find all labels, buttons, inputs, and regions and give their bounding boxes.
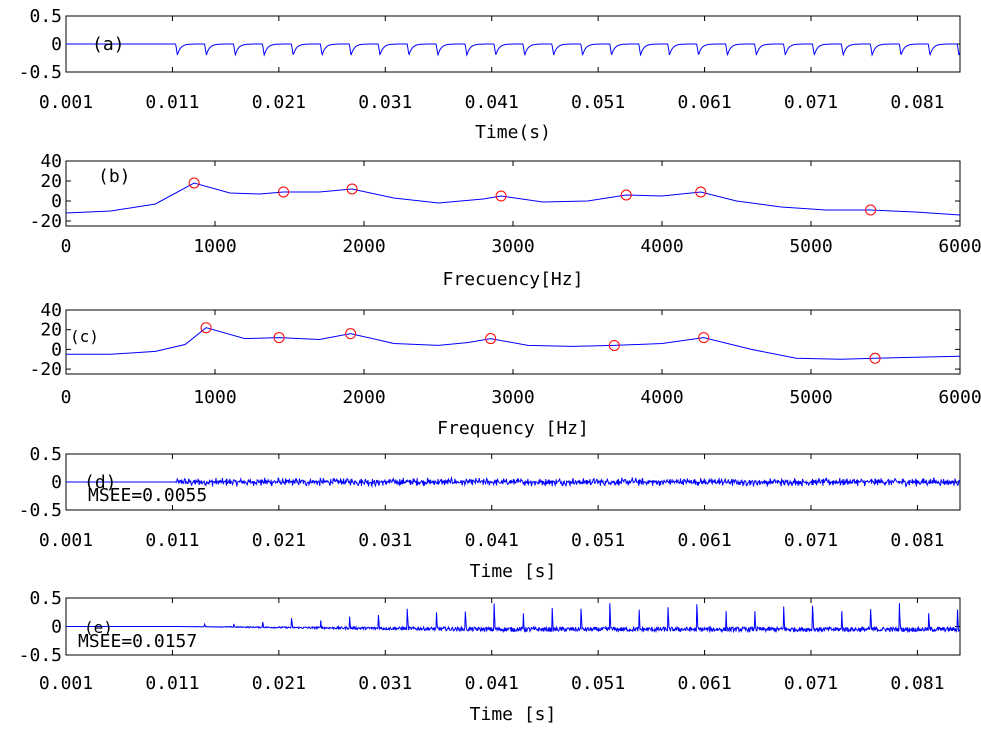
x-tick-label: 0.041 (465, 673, 519, 694)
x-tick-label: 0.081 (890, 673, 944, 694)
y-tick-label: -0.5 (19, 62, 62, 83)
x-tick-label: 0.021 (252, 673, 306, 694)
x-tick-label: 0.031 (358, 92, 412, 113)
x-tick-label: 6000 (938, 236, 981, 257)
x-tick-label: 5000 (789, 387, 832, 408)
y-tick-label: -0.5 (19, 645, 62, 666)
x-tick-label: 5000 (789, 236, 832, 257)
peak-marker (278, 186, 290, 198)
series-line (66, 603, 961, 634)
x-tick-label: 3000 (491, 236, 534, 257)
x-tick-label: 0.061 (677, 92, 731, 113)
x-tick-label: 4000 (640, 236, 683, 257)
x-tick-label: 3000 (491, 387, 534, 408)
y-tick-label: -20 (29, 211, 62, 232)
panel-a: 0.001 0.011 0.021 0.031 0.041 0.051 0.061 0.071… (19, 6, 961, 143)
mse-annotation: MSEE=0.0055 (88, 485, 207, 506)
x-tick-label: 0.071 (784, 673, 838, 694)
x-tick-label: 0.001 (39, 530, 93, 551)
peak-marker (273, 332, 285, 344)
x-tick-label: 0.001 (39, 92, 93, 113)
series-line (66, 327, 961, 360)
y-tick-label: 0.5 (29, 588, 62, 609)
x-tick-label: 0.041 (465, 530, 519, 551)
x-tick-label: 1000 (193, 236, 236, 257)
x-tick-label: 0.081 (890, 92, 944, 113)
x-tick-label: 0 (61, 236, 72, 257)
axes-frame (65, 309, 961, 375)
panel-c: 0 1000 2000 3000 4000 5000 6000-2002040Frequen… (29, 300, 981, 439)
x-tick-label: 0.081 (890, 530, 944, 551)
x-tick-label: 0.051 (571, 530, 625, 551)
peak-marker (485, 333, 497, 345)
x-axis-label: Time [s] (470, 561, 557, 582)
x-tick-label: 6000 (938, 387, 981, 408)
axes-frame (65, 160, 961, 227)
y-tick-label: 20 (40, 171, 62, 192)
x-tick-label: 0 (61, 387, 72, 408)
x-tick-label: 2000 (342, 236, 385, 257)
x-tick-label: 0.031 (358, 673, 412, 694)
y-tick-label: 0.5 (29, 6, 62, 27)
peak-marker (200, 322, 212, 334)
peak-marker (865, 204, 877, 216)
peak-marker (698, 332, 710, 344)
series-line (66, 43, 961, 57)
y-tick-label: -20 (29, 359, 62, 380)
peak-marker (695, 186, 707, 198)
x-tick-label: 0.051 (571, 673, 625, 694)
y-tick-label: 0.5 (29, 444, 62, 465)
y-tick-label: 0 (51, 339, 62, 360)
x-tick-label: 0.021 (252, 530, 306, 551)
peak-marker (188, 177, 200, 189)
peak-marker (345, 328, 357, 340)
x-tick-label: 4000 (640, 387, 683, 408)
y-tick-label: 0 (51, 617, 62, 638)
x-axis-label: Time(s) (475, 122, 551, 143)
y-tick-label: 20 (40, 320, 62, 341)
x-tick-label: 0.071 (784, 92, 838, 113)
x-tick-label: 0.011 (145, 92, 199, 113)
y-tick-label: 0 (51, 191, 62, 212)
peak-marker (869, 352, 881, 364)
x-tick-label: 1000 (193, 387, 236, 408)
panel-d: 0.001 0.011 0.021 0.031 0.041 0.051 0.061 0.071… (19, 444, 961, 582)
x-axis-label: Time [s] (470, 704, 557, 725)
panel-label: (c) (70, 327, 99, 346)
mse-annotation: MSEE=0.0157 (78, 631, 197, 652)
panel-label: (e) (84, 618, 113, 637)
x-tick-label: 0.011 (145, 530, 199, 551)
peak-marker (608, 339, 620, 351)
y-tick-label: -0.5 (19, 500, 62, 521)
panel-b: 0 1000 2000 3000 4000 5000 6000-2002040Frecuen… (29, 151, 981, 290)
x-tick-label: 0.041 (465, 92, 519, 113)
panel-label: (d) (84, 472, 117, 493)
x-tick-label: 0.061 (677, 530, 731, 551)
x-axis-label: Frecuency[Hz] (443, 269, 584, 290)
panel-e: 0.001 0.011 0.021 0.031 0.041 0.051 0.061 0.071… (19, 588, 961, 725)
y-tick-label: 0 (51, 472, 62, 493)
peak-marker (620, 189, 632, 201)
y-tick-label: 40 (40, 151, 62, 172)
peak-marker (346, 183, 358, 195)
y-tick-label: 0 (51, 34, 62, 55)
peak-marker (495, 190, 507, 202)
x-tick-label: 0.061 (677, 673, 731, 694)
panel-label: (a) (92, 34, 125, 55)
x-tick-label: 0.001 (39, 673, 93, 694)
x-tick-label: 0.051 (571, 92, 625, 113)
panel-label: (b) (98, 166, 131, 187)
series-line (65, 182, 961, 216)
x-tick-label: 0.011 (145, 673, 199, 694)
x-tick-label: 2000 (342, 387, 385, 408)
x-axis-label: Frequency [Hz] (437, 418, 589, 439)
y-tick-label: 40 (40, 300, 62, 321)
series-line (66, 475, 961, 488)
x-tick-label: 0.021 (252, 92, 306, 113)
x-tick-label: 0.031 (358, 530, 412, 551)
x-tick-label: 0.071 (784, 530, 838, 551)
